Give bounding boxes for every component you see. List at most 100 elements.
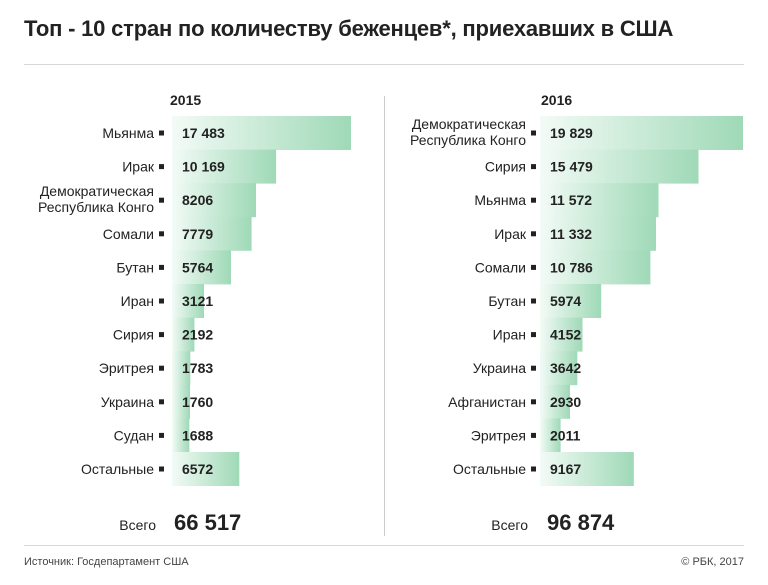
value-label: 11 332 (550, 226, 592, 242)
value-label: 10 169 (182, 159, 225, 175)
category-label: Украина (473, 360, 527, 376)
category-label: Демократическая (40, 183, 154, 199)
panel-divider (384, 96, 385, 536)
category-label: Мьянма (102, 125, 154, 141)
bar (172, 452, 240, 486)
category-label: Украина (101, 394, 155, 410)
value-label: 2192 (182, 327, 213, 343)
value-label: 3642 (550, 360, 581, 376)
category-label: Бутан (488, 293, 526, 309)
bullet-marker (159, 164, 164, 170)
bullet-marker (531, 130, 536, 136)
category-label: Эритрея (99, 360, 154, 376)
bullet-marker (531, 332, 536, 338)
value-label: 5764 (182, 259, 213, 275)
bar (172, 418, 190, 453)
bar (540, 284, 602, 318)
total-value: 66 517 (174, 510, 241, 535)
category-label: Иран (493, 327, 526, 343)
category-label: Иран (121, 293, 154, 309)
bar (540, 351, 578, 386)
category-label: Судан (114, 427, 154, 443)
bar (172, 183, 256, 218)
bar (540, 116, 743, 150)
value-label: 1760 (182, 394, 213, 410)
bullet-marker (531, 365, 536, 371)
category-label: Остальные (81, 461, 154, 477)
category-label: Республика Конго (38, 199, 154, 215)
bar (540, 452, 634, 486)
bullet-marker (159, 231, 164, 237)
value-label: 2011 (550, 427, 581, 443)
bullet-marker (159, 432, 164, 438)
category-label: Остальные (453, 461, 526, 477)
value-label: 9167 (550, 461, 581, 477)
bullet-marker (159, 399, 164, 405)
bar (540, 384, 570, 419)
value-label: 10 786 (550, 259, 593, 275)
value-label: 6572 (182, 461, 213, 477)
bullet-marker (531, 399, 536, 405)
category-label: Ирак (494, 226, 527, 242)
category-label: Демократическая (412, 116, 526, 132)
bar (540, 250, 651, 285)
bar (172, 216, 252, 251)
bullet-marker (531, 432, 536, 438)
category-label: Сомали (475, 259, 526, 275)
bullet-marker (531, 264, 536, 270)
bar (172, 384, 190, 419)
value-label: 19 829 (550, 125, 593, 141)
value-label: 7779 (182, 226, 213, 242)
bar (540, 149, 699, 184)
value-label: 1783 (182, 360, 213, 376)
category-label: Бутан (116, 259, 154, 275)
bottom-divider (24, 545, 744, 546)
bar (172, 284, 204, 318)
category-label: Сомали (103, 226, 154, 242)
value-label: 4152 (550, 327, 581, 343)
bullet-marker (159, 298, 164, 304)
bar (540, 183, 659, 218)
category-label: Мьянма (474, 192, 526, 208)
value-label: 17 483 (182, 125, 225, 141)
chart-panel-2015: 2015 17 483 Мьянма 10 169 Ирак 8206 Демократич… (38, 92, 351, 535)
total-label: Всего (491, 517, 528, 533)
bullet-marker (159, 130, 164, 136)
bullet-marker (159, 466, 164, 472)
value-label: 2930 (550, 394, 581, 410)
year-label: 2015 (170, 92, 201, 108)
bullet-marker (159, 365, 164, 371)
total-label: Всего (119, 517, 156, 533)
bullet-marker (159, 264, 164, 270)
bar (172, 149, 277, 184)
bar (540, 216, 656, 251)
bullet-marker (531, 231, 536, 237)
category-label: Афганистан (448, 394, 526, 410)
total-value: 96 874 (547, 510, 615, 535)
bar (540, 317, 583, 352)
category-label: Сирия (485, 159, 526, 175)
value-label: 15 479 (550, 159, 593, 175)
category-label: Эритрея (471, 427, 526, 443)
value-label: 11 572 (550, 192, 592, 208)
value-label: 3121 (182, 293, 213, 309)
chart-title: Топ - 10 стран по количеству беженцев*, … (24, 16, 674, 41)
top-divider (24, 64, 744, 65)
value-label: 1688 (182, 427, 213, 443)
bullet-marker (531, 197, 536, 203)
category-label: Ирак (122, 159, 155, 175)
bullet-marker (159, 332, 164, 338)
bar (172, 116, 351, 150)
source-note: Источник: Госдепартамент США (24, 556, 189, 568)
value-label: 8206 (182, 192, 213, 208)
bullet-marker (531, 164, 536, 170)
bar (540, 418, 561, 453)
year-label: 2016 (541, 92, 572, 108)
bar (172, 317, 195, 352)
bar (172, 250, 231, 285)
category-label: Сирия (113, 327, 154, 343)
copyright-note: © РБК, 2017 (681, 556, 744, 568)
bullet-marker (531, 298, 536, 304)
bar (172, 351, 191, 386)
